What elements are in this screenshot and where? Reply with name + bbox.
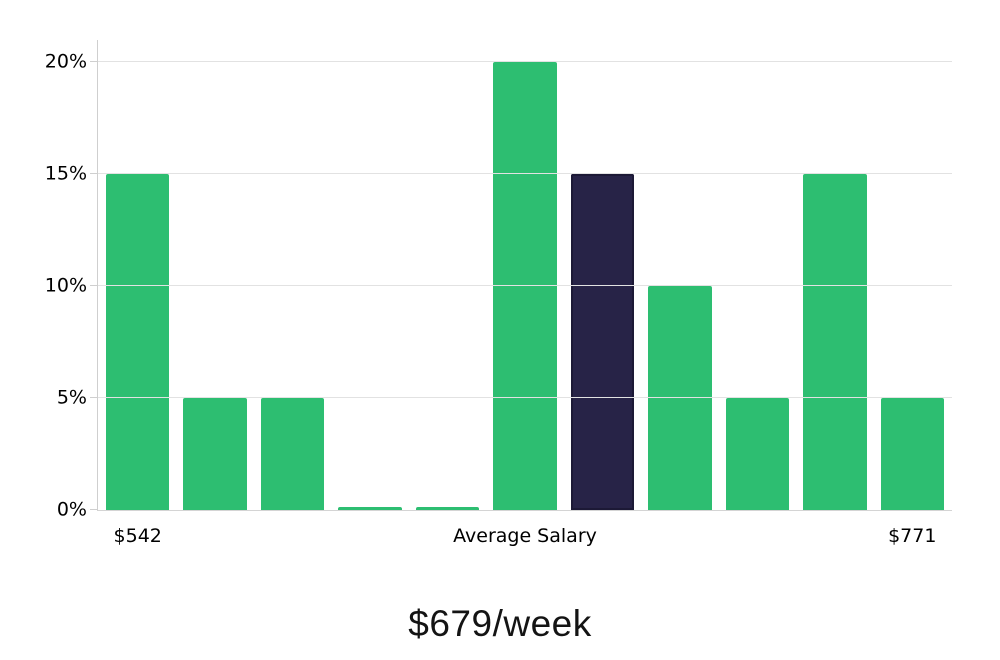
bar-salary-bucket-10	[803, 174, 867, 510]
y-axis-label-5%: 5%	[56, 386, 87, 409]
bar-salary-bucket-9	[725, 398, 790, 510]
y-axis-label-15%: 15%	[44, 162, 87, 185]
y-axis-tick	[90, 173, 98, 174]
y-axis-tick	[90, 397, 98, 398]
gridline-5%	[98, 397, 952, 398]
gridline-15%	[98, 173, 952, 174]
x-axis-label-average-salary: Average Salary	[453, 525, 597, 547]
x-axis-label-771: $771	[888, 525, 937, 547]
gridline-10%	[98, 285, 952, 286]
y-axis-tick	[90, 285, 98, 286]
bar-salary-bucket-8	[648, 286, 712, 510]
y-axis-label-10%: 10%	[44, 274, 87, 297]
gridline-20%	[98, 61, 952, 62]
y-axis-label-0%: 0%	[56, 498, 87, 521]
y-axis-label-20%: 20%	[44, 50, 87, 73]
x-axis-label-542: $542	[113, 525, 162, 547]
chart-title-average-weekly-salary: $679/week	[408, 603, 592, 644]
bar-salary-bucket-6	[493, 62, 557, 510]
y-axis-tick	[90, 61, 98, 62]
bar-salary-bucket-5	[415, 506, 480, 510]
bar-average-salary-highlight	[570, 174, 635, 510]
bar-salary-bucket-1	[106, 174, 170, 510]
bar-salary-bucket-4	[338, 506, 402, 510]
bars-container	[98, 40, 952, 510]
bar-salary-bucket-2	[183, 398, 247, 510]
y-axis-tick	[90, 509, 98, 510]
bar-salary-bucket-11	[880, 398, 944, 510]
bar-salary-bucket-3	[260, 398, 325, 510]
plot-area: 0% 5% 10% 15% 20% $542 Average Salary $771	[45, 40, 952, 547]
